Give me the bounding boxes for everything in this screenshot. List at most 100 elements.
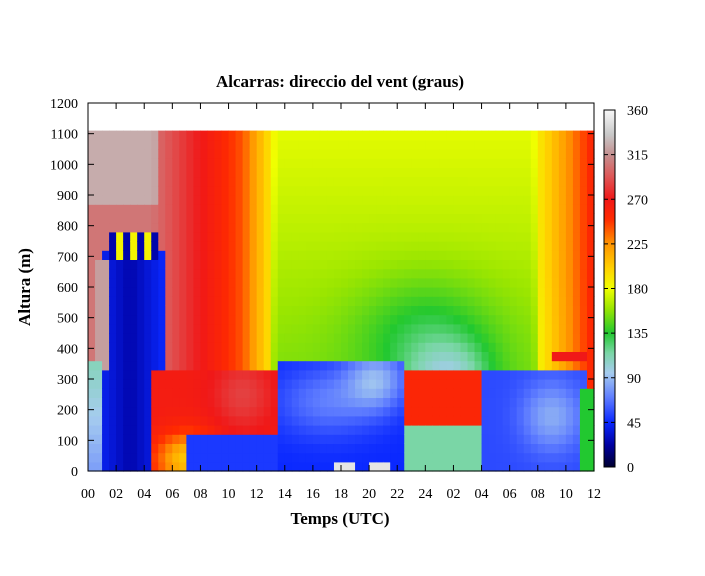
- heatmap-cell: [165, 139, 173, 150]
- heatmap-cell: [95, 360, 103, 371]
- heatmap-cell: [481, 287, 490, 297]
- heatmap-cell: [439, 434, 448, 444]
- heatmap-cell: [109, 305, 117, 316]
- heatmap-cell: [572, 388, 581, 398]
- heatmap-cell: [137, 167, 145, 178]
- heatmap-cell: [369, 149, 377, 159]
- heatmap-cell: [551, 167, 560, 178]
- heatmap-cell: [151, 296, 159, 306]
- heatmap-cell: [172, 250, 180, 260]
- heatmap-cell: [102, 415, 110, 426]
- heatmap-cell: [158, 388, 166, 398]
- heatmap-cell: [137, 139, 145, 150]
- heatmap-cell: [291, 204, 300, 214]
- heatmap-cell: [509, 415, 518, 426]
- heatmap-cell: [102, 342, 110, 352]
- heatmap-cell: [481, 305, 490, 316]
- heatmap-cell: [509, 195, 518, 205]
- heatmap-cell: [390, 323, 398, 334]
- heatmap-cell: [228, 277, 237, 288]
- heatmap-cell: [411, 241, 419, 251]
- x-tick-label: 12: [250, 487, 264, 502]
- heatmap-cell: [333, 204, 342, 214]
- heatmap-cell: [284, 342, 293, 352]
- heatmap-cell: [369, 250, 377, 260]
- heatmap-cell: [291, 434, 300, 444]
- heatmap-cell: [523, 333, 532, 343]
- heatmap-cell: [432, 158, 440, 168]
- heatmap-cell: [95, 167, 103, 178]
- heatmap-cell: [474, 195, 483, 205]
- heatmap-cell: [572, 204, 581, 214]
- heatmap-cell: [369, 443, 377, 454]
- heatmap-cell: [277, 452, 286, 463]
- heatmap-cell: [376, 130, 384, 141]
- heatmap-cell: [579, 149, 588, 159]
- heatmap-cell: [256, 388, 265, 398]
- heatmap-cell: [418, 139, 426, 150]
- heatmap-cell: [88, 296, 96, 306]
- heatmap-cell: [333, 434, 342, 444]
- heatmap-cell: [242, 176, 251, 187]
- heatmap-cell: [460, 296, 469, 306]
- heatmap-cell: [256, 305, 265, 316]
- heatmap-cell: [397, 342, 405, 352]
- heatmap-cell: [516, 323, 525, 334]
- heatmap-cell: [326, 342, 335, 352]
- heatmap-cell: [544, 415, 553, 426]
- heatmap-cell: [362, 296, 370, 306]
- heatmap-cell: [165, 369, 173, 380]
- heatmap-cell: [130, 425, 138, 435]
- heatmap-cell: [537, 250, 546, 260]
- heatmap-cell: [425, 287, 433, 297]
- heatmap-cell: [558, 277, 567, 288]
- heatmap-cell: [242, 452, 251, 463]
- heatmap-cell: [123, 158, 131, 168]
- heatmap-cell: [193, 425, 202, 435]
- heatmap-cell: [523, 461, 532, 472]
- heatmap-cell: [228, 241, 237, 251]
- heatmap-cell: [355, 369, 363, 380]
- heatmap-cell: [270, 277, 279, 288]
- heatmap-cell: [572, 277, 581, 288]
- heatmap-cell: [530, 185, 539, 196]
- heatmap-cell: [467, 149, 476, 159]
- heatmap-cell: [390, 268, 398, 279]
- heatmap-cell: [572, 425, 581, 435]
- heatmap-cell: [228, 185, 237, 196]
- heatmap-cell: [488, 296, 497, 306]
- heatmap-cell: [228, 222, 237, 233]
- heatmap-cell: [284, 204, 293, 214]
- heatmap-cell: [298, 406, 307, 417]
- heatmap-cell: [348, 241, 356, 251]
- heatmap-cell: [376, 397, 384, 408]
- heatmap-cell: [109, 415, 117, 426]
- heatmap-cell: [228, 406, 237, 417]
- heatmap-cell: [291, 406, 300, 417]
- heatmap-cell: [130, 406, 138, 417]
- heatmap-cell: [369, 130, 377, 141]
- heatmap-cell: [446, 434, 455, 444]
- heatmap-cell: [95, 149, 103, 159]
- heatmap-cell: [544, 287, 553, 297]
- heatmap-cell: [355, 176, 363, 187]
- heatmap-cell: [179, 231, 187, 242]
- heatmap-cell: [362, 268, 370, 279]
- heatmap-cell: [467, 415, 476, 426]
- heatmap-cell: [425, 130, 433, 141]
- heatmap-cell: [537, 406, 546, 417]
- heatmap-cell: [439, 360, 448, 371]
- heatmap-cell: [446, 342, 455, 352]
- heatmap-cell: [460, 287, 469, 297]
- heatmap-cell: [207, 204, 216, 214]
- heatmap-cell: [467, 369, 476, 380]
- heatmap-cell: [348, 351, 356, 362]
- heatmap-cell: [116, 149, 124, 159]
- heatmap-cell: [418, 406, 426, 417]
- colorbar-tick-label: 45: [627, 416, 641, 431]
- heatmap-cell: [319, 323, 328, 334]
- heatmap-cell: [319, 130, 328, 141]
- heatmap-cell: [425, 305, 433, 316]
- heatmap-cell: [369, 333, 377, 343]
- heatmap-cell: [376, 452, 384, 463]
